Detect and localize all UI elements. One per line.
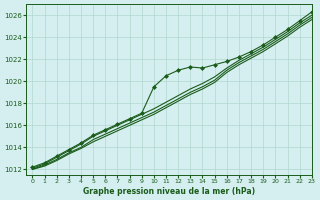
- X-axis label: Graphe pression niveau de la mer (hPa): Graphe pression niveau de la mer (hPa): [83, 187, 255, 196]
